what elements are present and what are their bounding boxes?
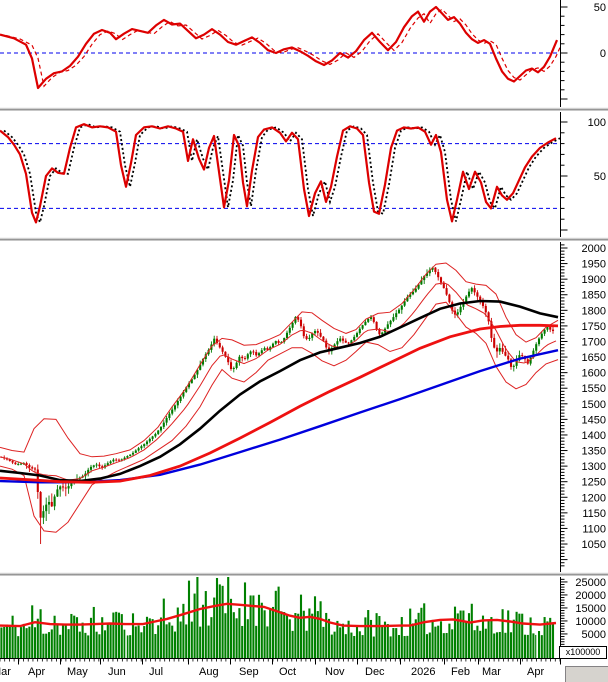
- volume-panel[interactable]: 25000 20000 15000 10000 5000: [0, 577, 608, 658]
- x-axis-month-label: Feb: [451, 666, 470, 678]
- y-axis-label: 1400: [582, 430, 606, 442]
- y-axis-label: 1350: [582, 446, 606, 458]
- y-axis-label: 20000: [575, 590, 606, 602]
- y-axis-label: 1250: [582, 477, 606, 489]
- price-panel[interactable]: 2000 1950 1900 1850 1800 1750 1700 1650 1600 1550…: [0, 242, 608, 572]
- y-axis-label: 1950: [582, 259, 606, 271]
- y-axis-label: 1750: [582, 321, 606, 333]
- panel-splitter-2[interactable]: [0, 237, 608, 242]
- y-axis-label: 1850: [582, 290, 606, 302]
- y-axis-label: 1200: [582, 492, 606, 504]
- y-axis-label: 1450: [582, 414, 606, 426]
- y-axis-label: 1800: [582, 305, 606, 317]
- x-axis-month-label: Mar: [0, 666, 11, 678]
- y-axis-label: 1500: [582, 399, 606, 411]
- no-trade-gap: [125, 577, 127, 658]
- x-axis-month-label: May: [67, 666, 88, 678]
- x-axis-month-label: Aug: [199, 666, 219, 678]
- y-axis-label: 50: [594, 2, 606, 14]
- y-axis-label: 1600: [582, 368, 606, 380]
- band-mid-line: [0, 282, 557, 481]
- panel-splitter-3[interactable]: [0, 572, 608, 577]
- y-axis-label: 50: [594, 171, 606, 183]
- x-axis-month-label: Jul: [149, 666, 163, 678]
- y-axis-label: 1550: [582, 383, 606, 395]
- ma-mid-line: [0, 323, 559, 484]
- x-axis-month-label: Apr: [527, 666, 544, 678]
- date-axis-svg: Mar Apr May Jun Jul Aug Sep Oct Nov Dec 2026 Feb Mar…: [0, 658, 561, 678]
- x-axis-month-label: Sep: [239, 666, 259, 678]
- y-axis-label: 1100: [582, 523, 606, 535]
- y-axis-label: 1700: [582, 336, 606, 348]
- x-axis-month-label: Dec: [365, 666, 385, 678]
- band-lower-line: [0, 301, 559, 533]
- panel-splitter-1[interactable]: [0, 107, 608, 112]
- volume-bars: [0, 577, 555, 658]
- stochastic-plot[interactable]: 100 50: [0, 112, 608, 237]
- x-axis-month-label: Jun: [108, 666, 126, 678]
- oscillator-signal-line: [5, 8, 560, 88]
- axis-corner-box: [565, 666, 608, 682]
- y-axis-label: 10000: [575, 616, 606, 628]
- no-trade-gap: [536, 577, 538, 658]
- y-axis-label: 15000: [575, 603, 606, 615]
- x-axis-month-label: Mar: [482, 666, 501, 678]
- y-axis-label: 2000: [582, 243, 606, 255]
- x-axis-month-label: Oct: [279, 666, 296, 678]
- oscillator-panel[interactable]: 50 0: [0, 0, 608, 107]
- date-axis: Mar Apr May Jun Jul Aug Sep Oct Nov Dec 2026 Feb Mar…: [0, 658, 608, 682]
- x-axis-month-label: Apr: [28, 666, 45, 678]
- price-plot[interactable]: 2000 1950 1900 1850 1800 1750 1700 1650 1600 1550…: [0, 242, 608, 572]
- y-axis-label: 1050: [582, 539, 606, 551]
- oscillator-line: [0, 5, 559, 90]
- y-axis-label: 25000: [575, 577, 606, 589]
- ma-fast-line: [0, 299, 559, 483]
- y-axis-label: 100: [588, 117, 606, 129]
- y-axis-label: 1300: [582, 461, 606, 473]
- band-upper-line: [0, 262, 559, 458]
- y-axis-label: 1650: [582, 352, 606, 364]
- x-axis-month-label: Nov: [325, 666, 345, 678]
- volume-multiplier-badge: x100000: [559, 646, 607, 659]
- y-axis-label: 1900: [582, 274, 606, 286]
- stochastic-k-line: [0, 123, 557, 224]
- oscillator-plot[interactable]: 50 0: [0, 0, 608, 107]
- candlesticks: [0, 266, 555, 545]
- volume-ma-line: [0, 602, 557, 628]
- y-axis-label: 1150: [582, 508, 606, 520]
- y-axis-label: 0: [600, 48, 606, 60]
- stochastic-panel[interactable]: 100 50: [0, 112, 608, 237]
- y-axis-label: 5000: [582, 629, 606, 641]
- x-axis-month-label: 2026: [411, 666, 435, 678]
